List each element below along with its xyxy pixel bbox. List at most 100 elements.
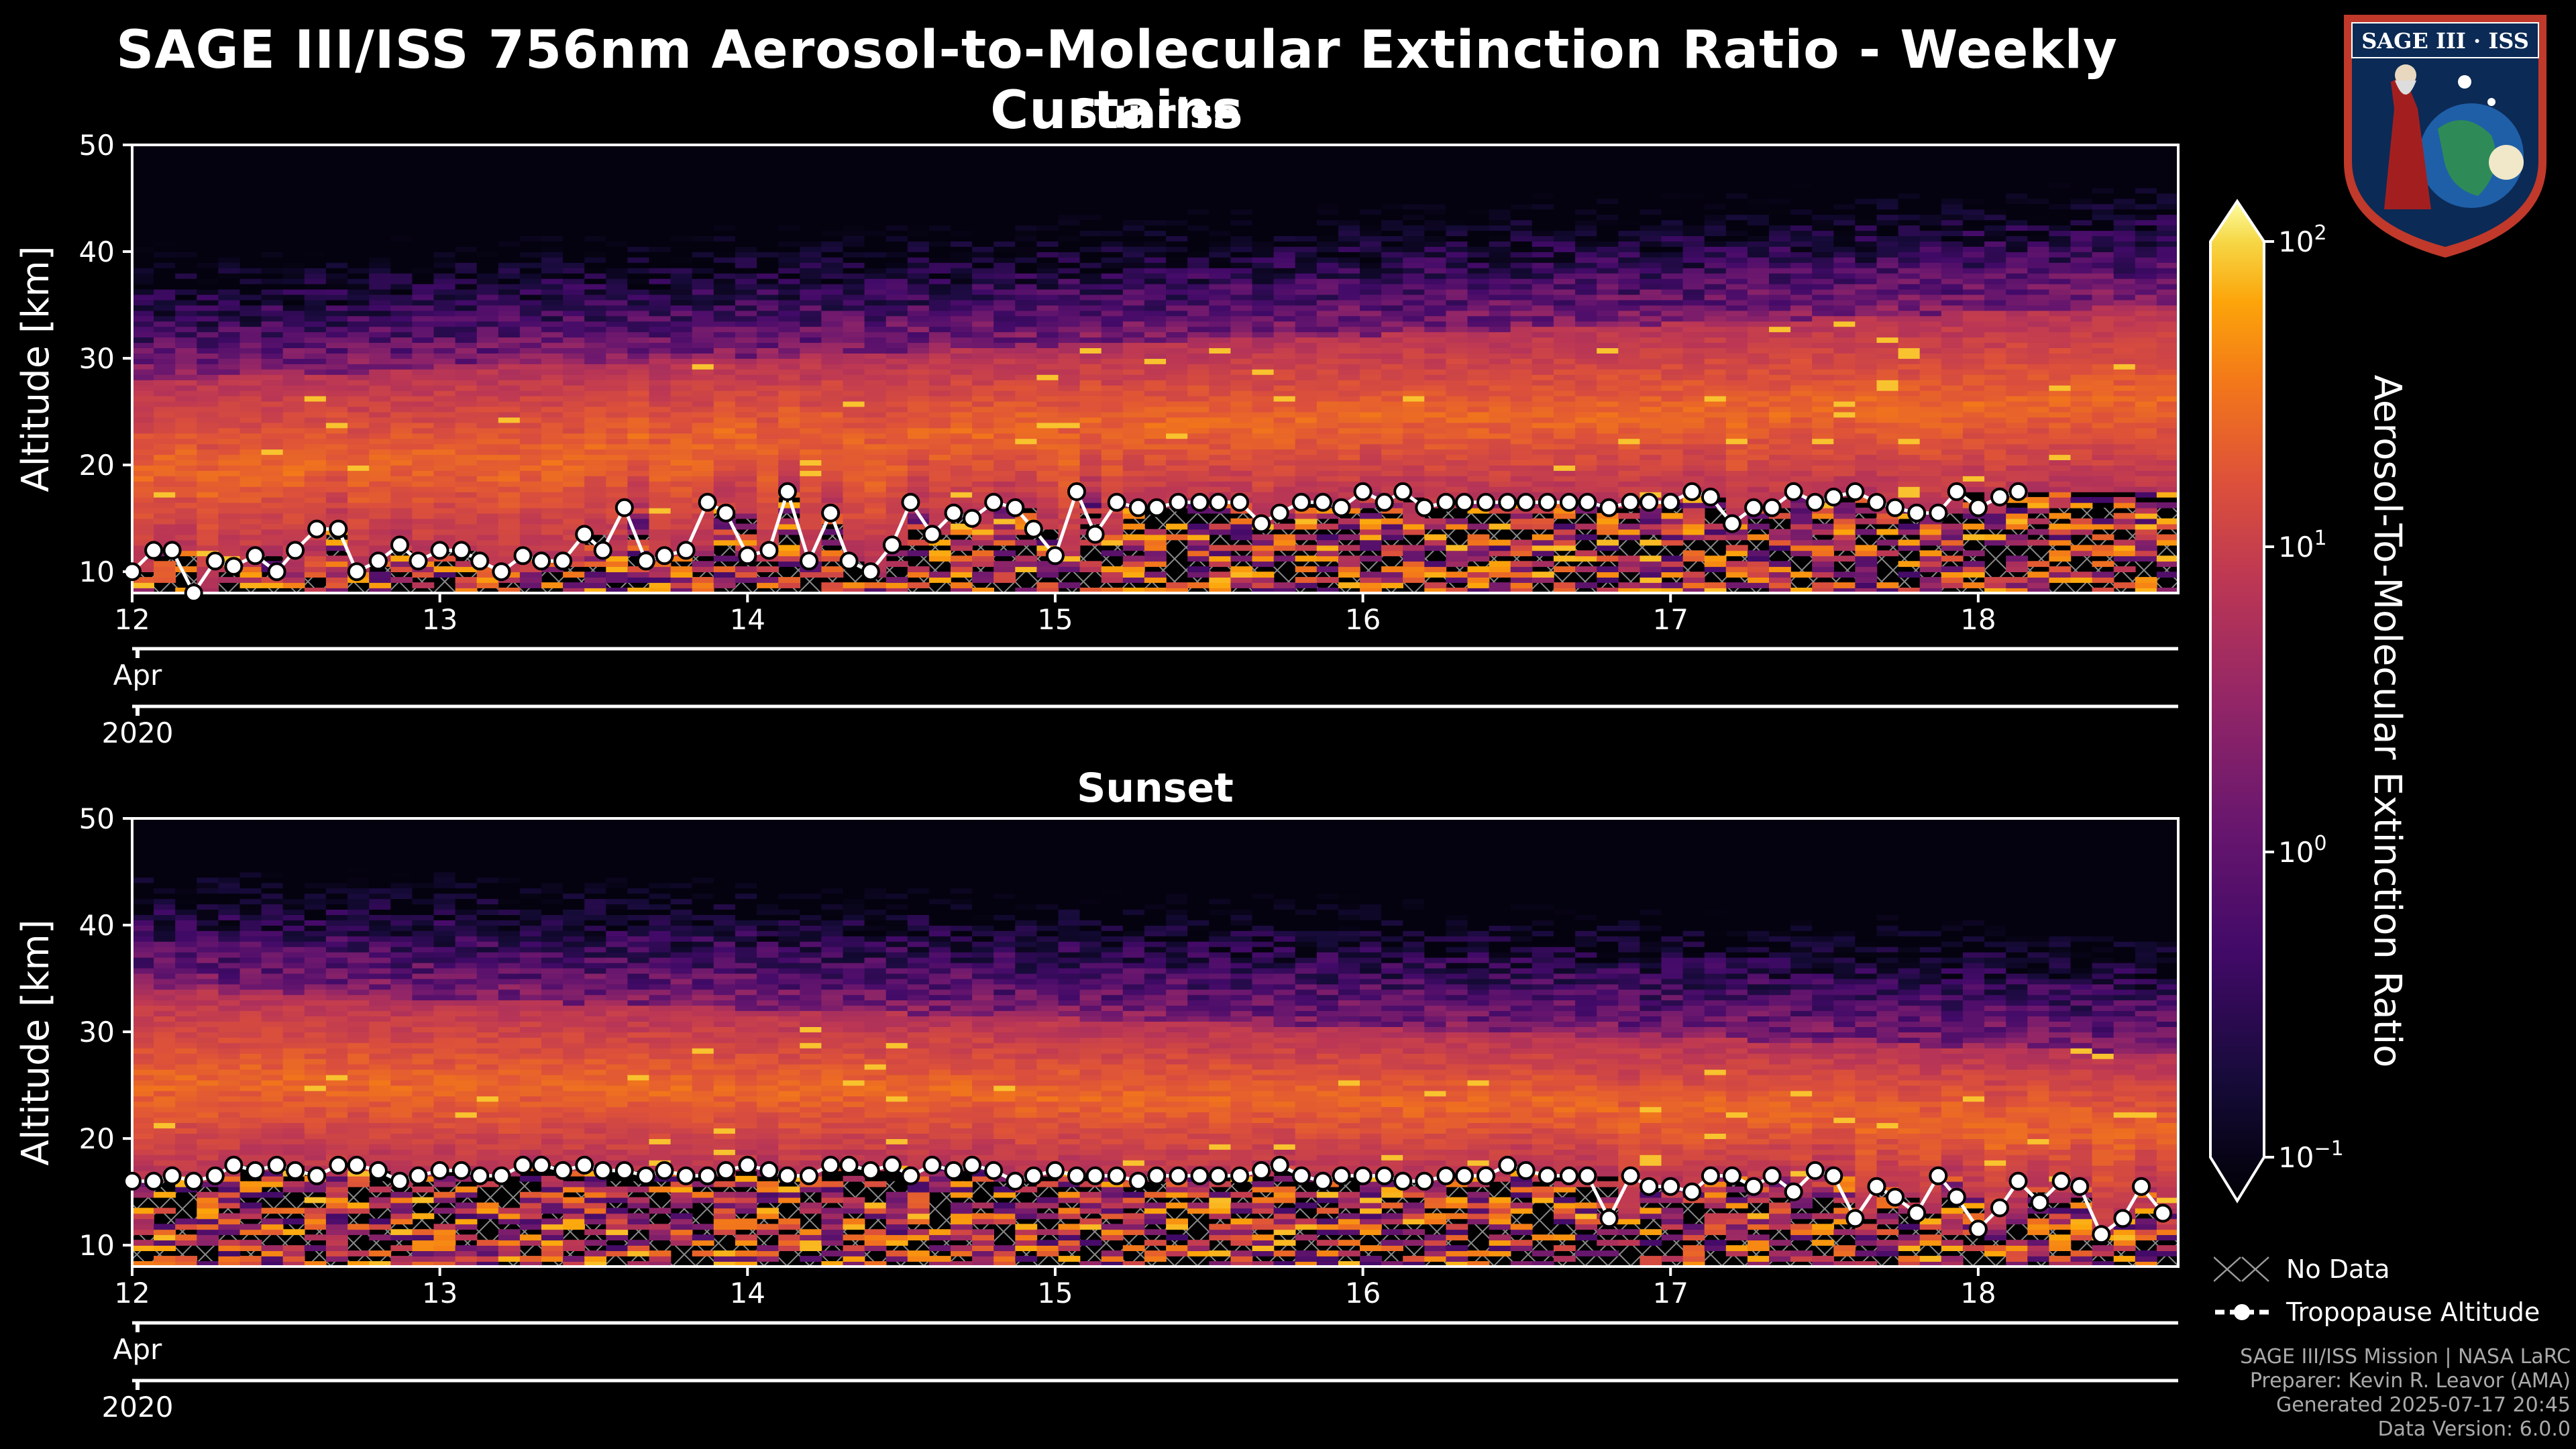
tropopause-point	[2153, 1203, 2173, 1223]
mission-patch-logo: SAGE III · ISS	[2344, 15, 2546, 258]
x-tick-label: 12	[114, 603, 150, 636]
legend: No Data Tropopause Altitude	[2214, 1248, 2540, 1334]
x-tick-label: 13	[422, 1277, 458, 1309]
tropopause-point	[1128, 498, 1148, 517]
tropopause-point	[1762, 498, 1782, 517]
tropopause-point	[2092, 1225, 2111, 1244]
legend-tropopause-label: Tropopause Altitude	[2286, 1297, 2540, 1327]
x-tick-label: 16	[1345, 1277, 1381, 1309]
tropopause-point	[922, 525, 942, 544]
tropopause-point	[1990, 487, 2009, 506]
tropopause-point	[286, 541, 305, 560]
tropopause-point	[1968, 1220, 1988, 1239]
tropopause-point	[1230, 492, 1250, 512]
tropopause-point	[901, 492, 920, 512]
x-tick-label: 17	[1653, 1277, 1688, 1309]
tropopause-point	[307, 519, 327, 539]
tropopause-point	[1947, 482, 1966, 501]
tropopause-point	[698, 492, 717, 512]
tropopause-point	[1701, 487, 1720, 506]
tropopause-point	[944, 503, 963, 523]
tropopause-point	[861, 562, 880, 582]
tropopause-point	[1559, 492, 1578, 512]
tropopause-point	[532, 551, 551, 571]
tropopause-point	[144, 541, 164, 560]
tropopause-point	[1209, 492, 1228, 512]
tropopause-point	[451, 541, 471, 560]
tropopause-point	[1477, 492, 1495, 512]
tropopause-point	[1516, 492, 1536, 512]
legend-no-data-label: No Data	[2286, 1254, 2390, 1284]
colorbar-tick-label: 100	[2278, 832, 2327, 869]
x-tick-label: 13	[422, 603, 458, 636]
chart-title: SAGE III/ISS 756nm Aerosol-to-Molecular …	[116, 20, 2118, 141]
y-tick-label: 10	[79, 1229, 115, 1262]
tropopause-point	[800, 551, 818, 571]
tropopause-point	[1270, 503, 1289, 523]
tropopause-point	[267, 562, 286, 582]
x-tick-label: 12	[114, 1277, 150, 1309]
y-tick-label: 30	[79, 342, 115, 375]
y-axis-label: Altitude [km]	[14, 246, 58, 492]
tropopause-point	[984, 492, 1004, 512]
tropopause-point	[777, 482, 797, 501]
tropopause-point	[162, 541, 182, 560]
tropopause-point	[2008, 482, 2028, 501]
colorbar-tick-label: 102	[2278, 221, 2327, 258]
tropopause-point	[1867, 492, 1886, 512]
tropopause-point	[329, 519, 348, 539]
x-tick-label: 15	[1037, 603, 1073, 636]
legend-no-data: No Data	[2214, 1248, 2540, 1291]
tropopause-point	[1599, 498, 1619, 517]
tropopause-point	[1929, 503, 1948, 523]
y-tick-label: 40	[79, 235, 115, 268]
tropopause-point	[1107, 492, 1126, 512]
x-tick-label: 18	[1960, 1277, 1996, 1309]
colorbar-gradient	[2209, 199, 2265, 1203]
tropopause-point	[1845, 482, 1865, 501]
tropopause-point	[184, 584, 203, 602]
tropopause-point	[368, 551, 388, 571]
tropopause-point	[1538, 492, 1557, 512]
logo-text: SAGE III · ISS	[2361, 28, 2529, 54]
tropopause-point	[1332, 498, 1351, 517]
tropopause-point	[676, 541, 696, 560]
tropopause-point	[1454, 492, 1474, 512]
month-label: Apr	[113, 1333, 162, 1366]
credit-line: Data Version: 6.0.0	[2377, 1417, 2571, 1441]
credit-line: SAGE III/ISS Mission | NASA LaRC	[2240, 1345, 2571, 1368]
tropopause-point	[1805, 492, 1825, 512]
colorbar-label: Aerosol-To-Molecular Extinction Ratio	[2365, 375, 2409, 1068]
tropopause-point	[1640, 492, 1659, 512]
tropopause-point	[1661, 492, 1680, 512]
colorbar-tick-label: 101	[2278, 527, 2327, 564]
tropopause-point	[1968, 498, 1988, 517]
x-tick-label: 14	[730, 1277, 765, 1309]
tropopause-point	[1682, 482, 1702, 501]
tropopause-point	[553, 551, 573, 571]
tropopause-point	[1147, 498, 1167, 517]
tropopause-point	[1393, 482, 1413, 501]
tropopause-point	[1498, 492, 1517, 512]
tropopause-point	[738, 546, 757, 566]
tropopause-point	[1578, 492, 1597, 512]
tropopause-point	[224, 557, 244, 576]
tropopause-point	[1045, 546, 1065, 566]
plot-frame	[131, 144, 2180, 594]
y-tick-label: 50	[79, 129, 115, 162]
tropopause-point	[1252, 514, 1271, 533]
curtain-plots: Sunrise 10 20 30 40 50 Altitude [km] 12 13 14 15 16…	[14, 91, 2180, 1424]
tropopause-point	[1375, 492, 1394, 512]
credits: SAGE III/ISS Mission | NASA LaRC Prepare…	[2240, 1345, 2571, 1442]
tropopause-point	[636, 551, 655, 571]
tropopause-point	[1723, 514, 1741, 533]
credit-line: Preparer: Kevin R. Leavor (AMA)	[2249, 1369, 2571, 1393]
tropopause-point	[390, 535, 409, 555]
tropopause-point	[1067, 482, 1086, 501]
tropopause-point	[1353, 482, 1373, 501]
tropopause-point	[614, 498, 634, 517]
tropopause-point	[409, 551, 428, 571]
panel-title: Sunrise	[1069, 91, 1240, 138]
y-tick-label: 20	[79, 449, 115, 482]
tropopause-point	[759, 541, 779, 560]
